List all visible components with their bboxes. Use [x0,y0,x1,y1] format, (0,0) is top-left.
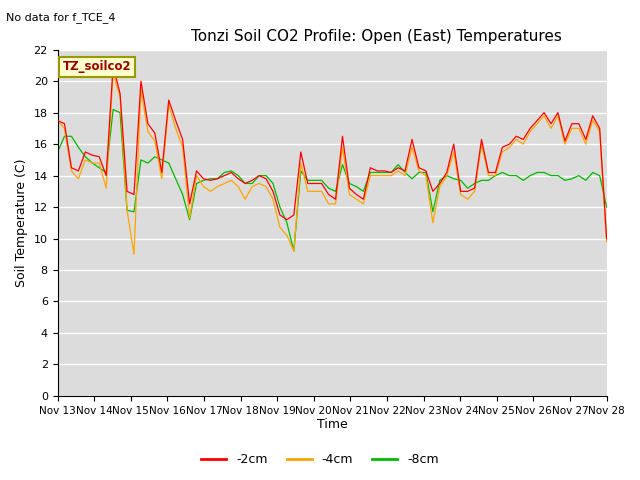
Text: No data for f_TCE_4: No data for f_TCE_4 [6,12,116,23]
Title: Tonzi Soil CO2 Profile: Open (East) Temperatures: Tonzi Soil CO2 Profile: Open (East) Temp… [191,29,561,44]
Y-axis label: Soil Temperature (C): Soil Temperature (C) [15,158,28,287]
Text: TZ_soilco2: TZ_soilco2 [63,60,132,73]
Legend: -2cm, -4cm, -8cm: -2cm, -4cm, -8cm [196,448,444,471]
X-axis label: Time: Time [317,419,348,432]
